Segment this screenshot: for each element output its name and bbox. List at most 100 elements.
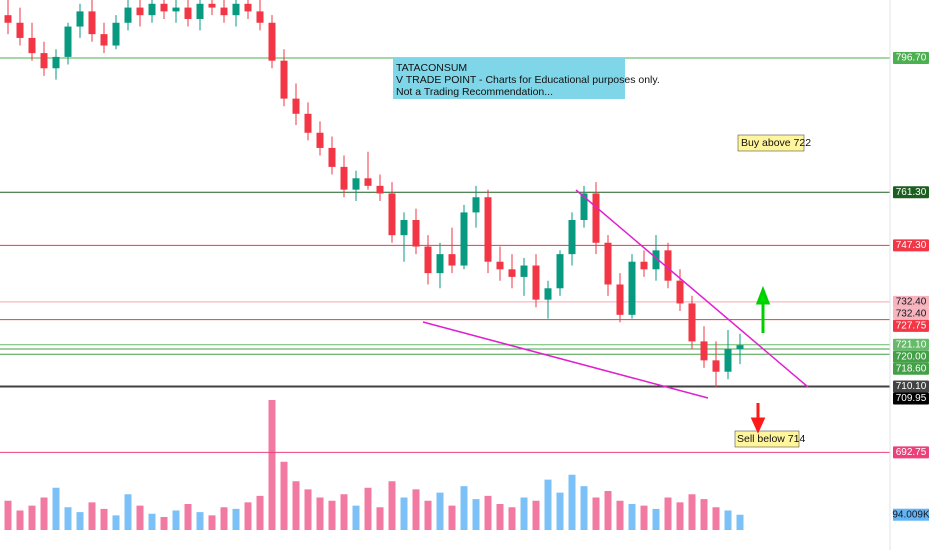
volume-bar — [448, 505, 456, 530]
volume-bar — [628, 504, 636, 530]
price-label: 720.00 — [896, 351, 927, 362]
candle-body — [556, 254, 564, 289]
trend-line — [575, 189, 809, 388]
volume-bar — [508, 507, 516, 530]
sell-note: Sell below 714 — [737, 433, 805, 445]
candle-body — [376, 185, 384, 194]
volume-bar — [484, 495, 492, 530]
volume-bar — [208, 515, 216, 530]
candle-body — [268, 22, 276, 61]
candle-body — [388, 193, 396, 236]
volume-bar — [652, 508, 660, 530]
note-box — [393, 58, 625, 99]
volume-bar — [496, 504, 504, 530]
price-label: 718.60 — [896, 363, 927, 374]
volume-bar — [712, 507, 720, 530]
candle-body — [232, 3, 240, 16]
candle-body — [484, 197, 492, 262]
candle-body — [400, 220, 408, 236]
price-label-box — [893, 52, 929, 65]
volume-bar — [280, 461, 288, 530]
volume-bar — [424, 500, 432, 530]
price-label-box — [893, 362, 929, 375]
down-arrow — [750, 403, 766, 434]
up-arrow — [755, 285, 771, 333]
candle-body — [736, 345, 744, 349]
note-line: Not a Trading Recommendation... — [396, 86, 553, 98]
volume-bar — [520, 497, 528, 530]
price-label-box — [893, 350, 929, 363]
volume-bar — [700, 499, 708, 530]
volume-bar — [304, 489, 312, 530]
volume-bar — [616, 500, 624, 530]
volume-bar — [640, 505, 648, 530]
price-label: 709.95 — [896, 393, 927, 404]
candle-body — [508, 269, 516, 277]
volume-bar — [292, 481, 300, 530]
volume-bar — [112, 515, 120, 530]
candle-body — [412, 220, 420, 247]
volume-bar — [688, 494, 696, 530]
candle-body — [700, 341, 708, 361]
candle-body — [316, 132, 324, 148]
candle-body — [688, 303, 696, 342]
candle-body — [4, 15, 12, 23]
price-label: 796.70 — [896, 53, 927, 64]
price-label: 721.10 — [896, 339, 927, 350]
volume-bar — [352, 505, 360, 530]
volume-bar — [316, 497, 324, 530]
candle-body — [148, 3, 156, 16]
candle-body — [244, 3, 252, 12]
candle-body — [592, 193, 600, 243]
volume-bar — [52, 487, 60, 530]
price-label-box — [893, 295, 929, 308]
volume-label-box — [893, 508, 929, 521]
volume-bar — [400, 497, 408, 530]
price-label: 710.10 — [896, 381, 927, 392]
price-label: 761.30 — [896, 187, 927, 198]
volume-bar — [376, 507, 384, 530]
candle-body — [172, 7, 180, 12]
volume-bar — [4, 500, 12, 530]
price-label-box — [893, 446, 929, 459]
volume-bar — [88, 502, 96, 530]
candle-body — [616, 284, 624, 315]
candle-body — [304, 113, 312, 133]
volume-bar — [40, 497, 48, 530]
price-label-box — [893, 319, 929, 332]
candle-body — [436, 254, 444, 274]
volume-bar — [328, 500, 336, 530]
candle-body — [340, 166, 348, 190]
candle-body — [256, 11, 264, 23]
volume-label: 94.009K — [892, 509, 930, 520]
note-line: TATACONSUM — [396, 62, 467, 74]
price-label-box — [893, 186, 929, 199]
volume-bar — [736, 514, 744, 530]
candle-body — [292, 98, 300, 114]
volume-bar — [340, 494, 348, 530]
volume-bar — [568, 474, 576, 530]
candle-body — [520, 265, 528, 277]
candle-body — [196, 3, 204, 19]
volume-bar — [364, 487, 372, 530]
candle-body — [64, 26, 72, 57]
candle-body — [640, 261, 648, 270]
price-label: 732.40 — [896, 309, 927, 320]
price-label-box — [893, 380, 929, 393]
plot-area — [0, 0, 890, 530]
candle-body — [424, 246, 432, 274]
price-label: 732.40 — [896, 297, 927, 308]
volume-bar — [556, 492, 564, 530]
candle-body — [568, 220, 576, 255]
candle-body — [100, 34, 108, 46]
candle-body — [28, 37, 36, 54]
candle-body — [16, 22, 24, 38]
volume-bar — [76, 512, 84, 530]
candle-body — [472, 197, 480, 213]
candle-body — [532, 265, 540, 300]
candle-body — [364, 178, 372, 186]
candle-body — [580, 193, 588, 220]
volume-bar — [196, 512, 204, 530]
volume-bar — [244, 502, 252, 530]
candle-body — [604, 242, 612, 285]
